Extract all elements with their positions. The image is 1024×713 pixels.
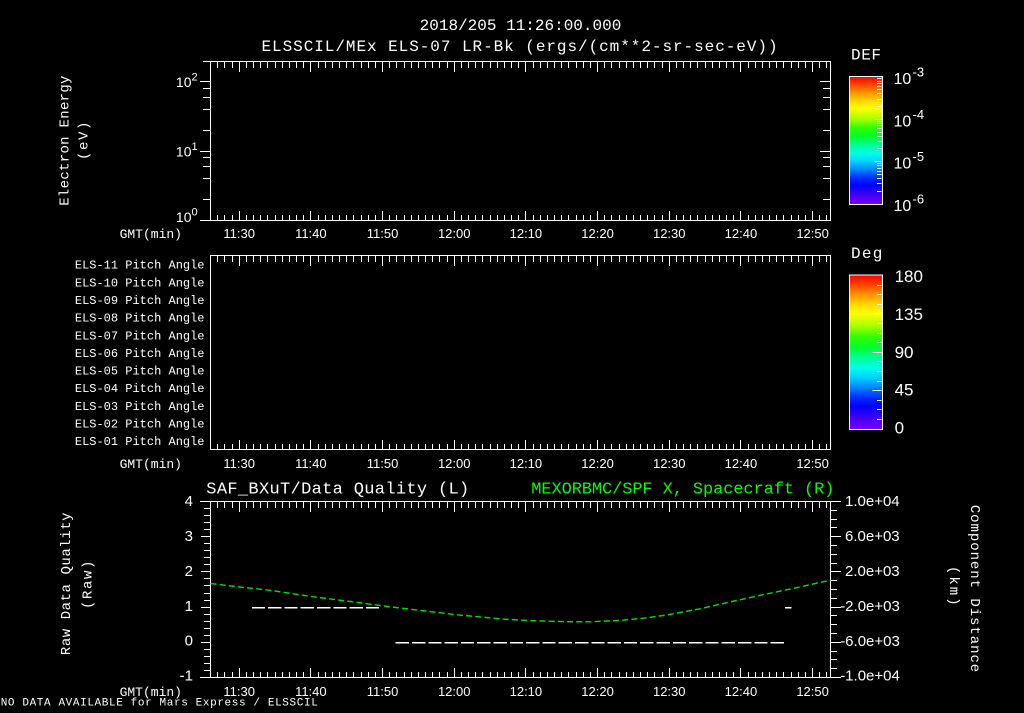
svg-text:-2.0e+03: -2.0e+03	[840, 598, 900, 615]
svg-text:ELS-08 Pitch Angle: ELS-08 Pitch Angle	[75, 312, 205, 326]
svg-text:2.0e+03: 2.0e+03	[845, 563, 900, 580]
svg-text:12:40: 12:40	[725, 226, 758, 241]
svg-text:ELS-09 Pitch Angle: ELS-09 Pitch Angle	[75, 294, 205, 308]
svg-text:12:50: 12:50	[796, 226, 829, 241]
svg-text:11:40: 11:40	[295, 456, 327, 471]
svg-text:0: 0	[185, 633, 193, 650]
svg-text:10: 10	[176, 74, 192, 90]
svg-text:ELSSCIL/MEx ELS-07 LR-Bk (erg: ELSSCIL/MEx ELS-07 LR-Bk (ergs/(cm**2-sr…	[261, 38, 778, 56]
svg-text:11:30: 11:30	[223, 226, 255, 241]
svg-text:10: 10	[176, 143, 192, 159]
svg-text:2: 2	[185, 563, 193, 580]
svg-text:12:00: 12:00	[438, 456, 471, 471]
svg-text:Electron Energy: Electron Energy	[58, 75, 74, 206]
svg-text:-4: -4	[913, 107, 925, 122]
svg-text:1: 1	[192, 141, 198, 153]
svg-text:12:20: 12:20	[581, 456, 614, 471]
svg-text:-1: -1	[180, 668, 193, 685]
svg-text:2018/205 11:26:00.000: 2018/205 11:26:00.000	[420, 17, 622, 35]
svg-text:11:50: 11:50	[367, 684, 399, 699]
svg-text:135: 135	[895, 305, 923, 324]
svg-text:2: 2	[192, 72, 198, 84]
svg-text:11:30: 11:30	[223, 684, 255, 699]
svg-text:10: 10	[894, 198, 912, 215]
svg-text:ELS-04 Pitch Angle: ELS-04 Pitch Angle	[75, 382, 205, 396]
svg-text:NO DATA AVAILABLE for Mars Ex: NO DATA AVAILABLE for Mars Express / ELS…	[1, 698, 319, 709]
svg-text:6.0e+03: 6.0e+03	[845, 528, 900, 545]
svg-text:-6: -6	[913, 192, 925, 207]
svg-text:12:40: 12:40	[725, 684, 758, 699]
svg-text:45: 45	[895, 381, 914, 400]
svg-text:(Raw): (Raw)	[81, 559, 97, 609]
svg-text:Component Distance: Component Distance	[966, 505, 982, 673]
svg-text:12:30: 12:30	[653, 226, 686, 241]
svg-text:0: 0	[895, 419, 904, 438]
svg-text:11:50: 11:50	[367, 456, 399, 471]
svg-text:ELS-10 Pitch Angle: ELS-10 Pitch Angle	[75, 276, 205, 290]
svg-text:-1.0e+04: -1.0e+04	[840, 668, 900, 685]
svg-text:ELS-02 Pitch Angle: ELS-02 Pitch Angle	[75, 417, 205, 431]
svg-text:ELS-01 Pitch Angle: ELS-01 Pitch Angle	[75, 435, 205, 449]
svg-text:4: 4	[185, 493, 193, 510]
svg-text:12:50: 12:50	[796, 684, 829, 699]
svg-text:180: 180	[895, 267, 923, 286]
svg-text:ELS-06 Pitch Angle: ELS-06 Pitch Angle	[75, 347, 205, 361]
svg-text:90: 90	[895, 343, 914, 362]
svg-text:10: 10	[894, 71, 912, 88]
svg-text:(eV): (eV)	[77, 120, 93, 160]
svg-text:Raw Data Quality: Raw Data Quality	[59, 512, 75, 655]
svg-text:DEF: DEF	[851, 47, 882, 65]
svg-text:12:20: 12:20	[581, 226, 614, 241]
svg-text:SAF_BXuT/Data Quality (L): SAF_BXuT/Data Quality (L)	[206, 481, 469, 500]
svg-text:12:00: 12:00	[438, 226, 471, 241]
svg-text:ELS-05 Pitch Angle: ELS-05 Pitch Angle	[75, 365, 205, 379]
svg-text:12:10: 12:10	[510, 226, 543, 241]
svg-text:10: 10	[176, 209, 192, 225]
svg-text:12:50: 12:50	[796, 456, 829, 471]
svg-text:-6.0e+03: -6.0e+03	[840, 633, 900, 650]
svg-text:0: 0	[192, 207, 198, 219]
svg-text:11:30: 11:30	[223, 456, 255, 471]
svg-text:12:10: 12:10	[510, 684, 543, 699]
svg-text:GMT(min): GMT(min)	[120, 227, 182, 242]
svg-text:GMT(min): GMT(min)	[120, 457, 182, 472]
svg-text:Deg: Deg	[851, 245, 884, 263]
svg-text:3: 3	[185, 528, 193, 545]
svg-text:10: 10	[894, 113, 912, 130]
svg-text:11:50: 11:50	[367, 226, 399, 241]
svg-text:12:00: 12:00	[438, 684, 471, 699]
svg-text:12:20: 12:20	[581, 684, 614, 699]
svg-text:GMT(min): GMT(min)	[120, 685, 182, 700]
svg-text:ELS-03 Pitch Angle: ELS-03 Pitch Angle	[75, 400, 205, 414]
svg-text:ELS-11 Pitch Angle: ELS-11 Pitch Angle	[75, 259, 205, 273]
svg-text:ELS-07 Pitch Angle: ELS-07 Pitch Angle	[75, 329, 205, 343]
svg-text:11:40: 11:40	[295, 226, 327, 241]
svg-text:-5: -5	[913, 149, 925, 164]
svg-text:10: 10	[894, 156, 912, 173]
svg-text:11:40: 11:40	[295, 684, 327, 699]
svg-text:12:30: 12:30	[653, 456, 686, 471]
svg-text:-3: -3	[913, 65, 925, 80]
svg-text:1.0e+04: 1.0e+04	[845, 493, 900, 510]
svg-text:(km): (km)	[945, 566, 961, 608]
svg-text:12:40: 12:40	[725, 456, 758, 471]
svg-text:MEXORBMC/SPF X, Spacecraft (R): MEXORBMC/SPF X, Spacecraft (R)	[531, 481, 834, 500]
svg-text:1: 1	[185, 598, 193, 615]
svg-text:12:10: 12:10	[510, 456, 543, 471]
svg-text:12:30: 12:30	[653, 684, 686, 699]
